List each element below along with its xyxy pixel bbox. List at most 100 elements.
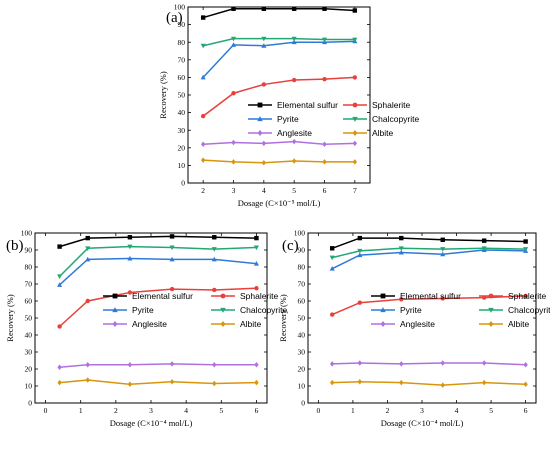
legend: Elemental sulfur Sphalerite Pyrite Chalcopy…	[248, 100, 420, 138]
data-point	[57, 244, 62, 249]
series-line	[202, 37, 355, 47]
data-point	[231, 91, 236, 96]
data-point	[57, 364, 62, 371]
data-point	[399, 297, 404, 302]
series-group	[57, 361, 259, 371]
data-point	[481, 238, 487, 243]
legend-marker	[380, 321, 386, 327]
data-point	[398, 249, 404, 255]
legend-marker	[380, 307, 386, 313]
data-point	[230, 36, 237, 42]
legend-label: Pyrite	[132, 305, 154, 315]
legend-label: Chalcopyrite	[508, 305, 550, 315]
data-point	[352, 75, 358, 80]
y-tick-label: 70	[298, 280, 306, 289]
data-point	[440, 296, 445, 301]
data-point	[57, 274, 63, 279]
series-group	[57, 286, 259, 329]
data-point	[231, 6, 236, 11]
y-tick-label: 20	[298, 365, 306, 374]
data-point	[200, 141, 206, 148]
data-point	[440, 360, 445, 366]
y-tick-label: 100	[174, 3, 186, 12]
legend: Elemental sulfur Sphalerite Pyrite Chalcopy…	[371, 291, 550, 329]
data-point	[352, 8, 358, 13]
y-tick-label: 10	[178, 161, 186, 170]
legend-label: Elemental sulfur	[132, 291, 193, 301]
x-tick-label: 2	[201, 186, 205, 195]
data-point	[200, 157, 206, 163]
data-point	[212, 362, 217, 368]
data-point	[329, 312, 335, 317]
data-point	[169, 256, 175, 262]
legend-label: Albite	[372, 128, 394, 138]
x-tick-label: 5	[292, 186, 296, 195]
y-tick-label: 0	[301, 399, 305, 408]
legend-marker	[352, 102, 358, 108]
data-point	[127, 244, 133, 250]
legend-label: Sphalerite	[240, 291, 279, 301]
data-point	[329, 246, 335, 251]
data-point	[322, 159, 327, 165]
legend-marker	[488, 293, 494, 299]
data-point	[321, 37, 328, 43]
data-point	[57, 282, 63, 287]
data-point	[291, 158, 297, 164]
x-tick-label: 6	[323, 186, 327, 195]
series-line	[331, 249, 526, 270]
legend-label: Anglesite	[400, 319, 435, 329]
series-group	[200, 157, 358, 166]
x-axis-label: Dosage (C×10⁻⁴ mol/L)	[381, 418, 464, 428]
legend-label: Elemental sulfur	[400, 291, 461, 301]
y-tick-label: 20	[178, 143, 186, 152]
data-point	[200, 74, 206, 80]
legend-marker	[220, 307, 226, 313]
legend-label: Sphalerite	[508, 291, 547, 301]
y-axis-label: Recovery (%)	[158, 71, 168, 119]
data-point	[231, 139, 236, 146]
legend-marker	[380, 293, 386, 299]
legend-marker	[112, 307, 118, 313]
data-point	[261, 140, 267, 147]
y-tick-label: 90	[25, 246, 33, 255]
y-tick-label: 30	[178, 126, 186, 135]
legend-label: Anglesite	[132, 319, 167, 329]
data-point	[440, 247, 446, 252]
data-point	[440, 382, 445, 388]
data-point	[211, 256, 217, 262]
x-tick-label: 0	[316, 406, 320, 415]
data-point	[352, 37, 358, 43]
data-point	[254, 362, 259, 368]
x-tick-label: 5	[489, 406, 493, 415]
data-point	[481, 246, 487, 251]
y-tick-label: 100	[294, 229, 306, 238]
data-point	[254, 379, 259, 386]
legend-label: Elemental sulfur	[277, 100, 338, 110]
chart-panel: 0 10 20 30 40 50 60 70 80 90 100 0 1 2 3 4 5 6 Dosage (C×1…	[278, 229, 550, 428]
data-point	[399, 235, 404, 241]
data-point	[85, 377, 90, 383]
data-point	[291, 39, 297, 45]
data-point	[85, 362, 90, 368]
x-tick-label: 2	[114, 406, 118, 415]
y-tick-label: 80	[25, 263, 33, 272]
series-group	[200, 6, 358, 20]
data-point	[254, 286, 259, 291]
series-group	[57, 234, 259, 249]
data-point	[200, 15, 206, 20]
series-line	[59, 235, 257, 248]
legend-marker	[257, 116, 263, 122]
data-point	[329, 379, 335, 386]
data-point	[329, 266, 335, 271]
legend-marker	[352, 116, 358, 122]
data-point	[169, 379, 175, 385]
series-group	[200, 38, 358, 80]
x-tick-label: 3	[420, 406, 424, 415]
series-line	[59, 287, 257, 328]
legend-label: Pyrite	[400, 305, 422, 315]
data-point	[398, 246, 404, 251]
series-line	[59, 245, 257, 277]
data-point	[352, 159, 358, 165]
data-point	[85, 256, 91, 262]
series-line	[59, 379, 257, 386]
